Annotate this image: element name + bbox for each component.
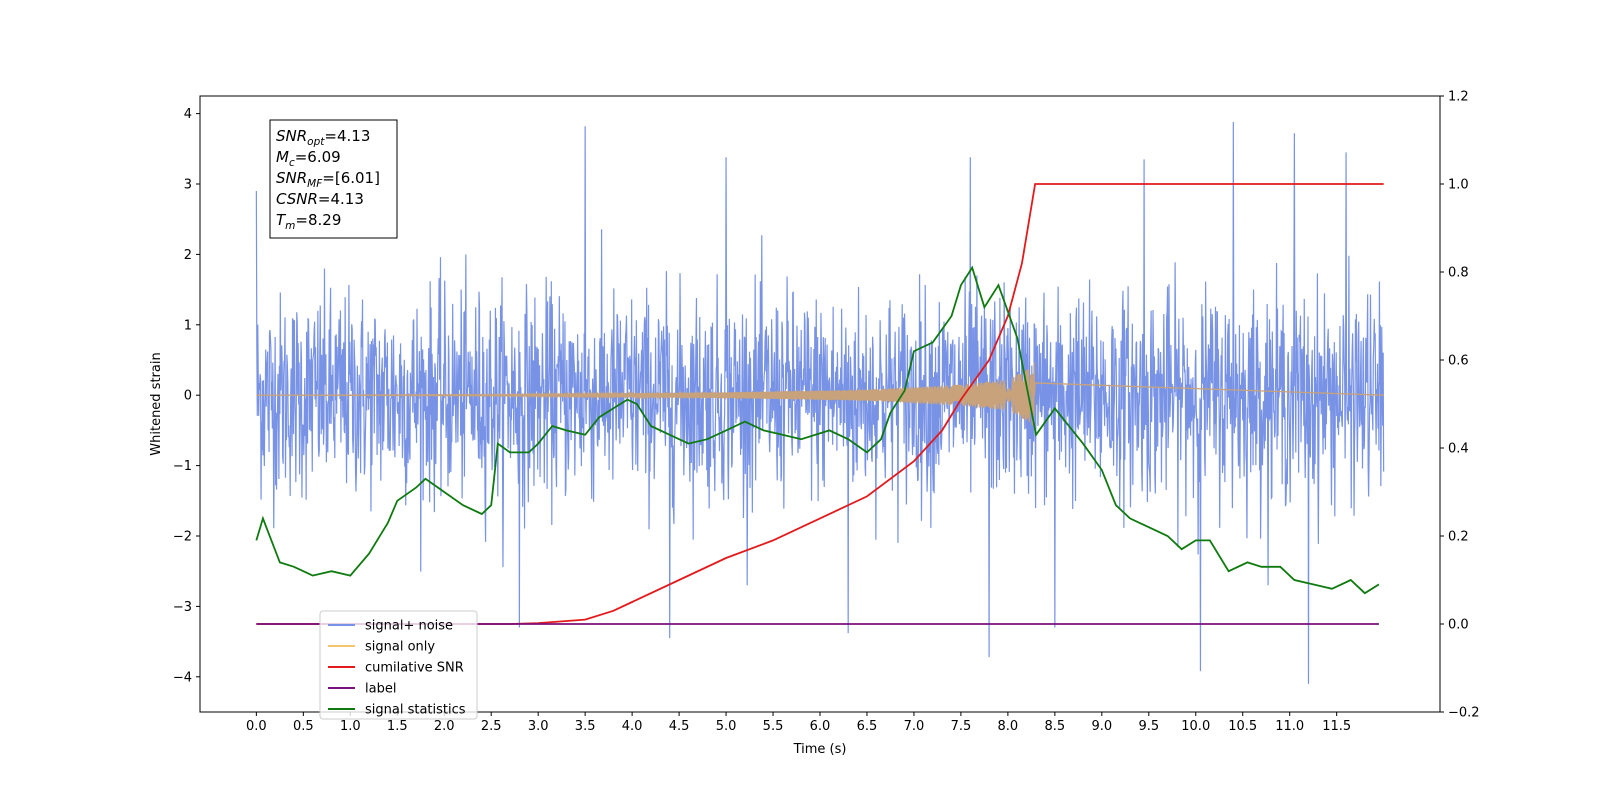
legend-label: signal+ noise: [365, 619, 453, 634]
y2-tick-label: 0.4: [1448, 442, 1469, 457]
x-tick-label: 4.5: [669, 719, 690, 734]
x-tick-label: 2.5: [481, 719, 502, 734]
annotation-line: Tm=8.29: [276, 211, 341, 232]
y2-tick-label: −0.2: [1448, 706, 1480, 721]
x-tick-label: 4.0: [622, 719, 643, 734]
x-tick-label: 0.5: [293, 719, 314, 734]
y2-axis: −0.2 0.0 0.2 0.4 0.6 0.8 1.0 1.2: [1440, 90, 1480, 721]
y-tick-label: −4: [173, 670, 192, 685]
y-tick-label: 0: [184, 389, 192, 404]
legend-label: signal only: [365, 640, 435, 655]
y-tick-label: 1: [184, 318, 192, 333]
y-tick-label: −3: [173, 600, 192, 615]
y-tick-label: 2: [184, 248, 192, 263]
y-tick-label: 3: [184, 178, 192, 193]
x-tick-label: 7.0: [904, 719, 925, 734]
x-axis: 0.0 0.5 1.0 1.5 2.0 2.5 3.0 3.5 4.0 4.5 5.0 5.5 6.0 6…: [246, 712, 1351, 734]
x-tick-label: 11.5: [1322, 719, 1351, 734]
x-tick-label: 3.5: [575, 719, 596, 734]
legend-frame: [319, 610, 478, 720]
x-tick-label: 8.0: [998, 719, 1019, 734]
x-tick-label: 9.5: [1138, 719, 1159, 734]
annotation-line: CSNR=4.13: [276, 190, 364, 208]
series-cumilative-snr-line: [256, 183, 1384, 625]
series-signal-only-line: [256, 362, 1384, 427]
x-tick-label: 9.0: [1091, 719, 1112, 734]
legend-label: cumilative SNR: [365, 661, 464, 676]
x-tick-label: 5.0: [716, 719, 737, 734]
annotation-line: SNRopt=4.13: [276, 127, 370, 148]
y2-tick-label: 0.6: [1448, 354, 1469, 369]
y-tick-label: −1: [173, 459, 192, 474]
annotation-frame: [269, 119, 398, 239]
x-tick-label: 6.0: [810, 719, 831, 734]
legend-label: signal statistics: [365, 703, 466, 718]
y-tick-label: −2: [173, 530, 192, 545]
x-tick-label: 0.0: [246, 719, 267, 734]
x-tick-label: 3.0: [528, 719, 549, 734]
x-tick-label: 5.5: [763, 719, 784, 734]
annotation-line: SNRMF=[6.01]: [276, 169, 380, 190]
x-tick-label: 1.5: [387, 719, 408, 734]
series-signal-noise-line: [255, 122, 1385, 684]
annotation-line: Mc=6.09: [276, 148, 341, 169]
y2-tick-label: 0.2: [1448, 530, 1469, 545]
y2-tick-label: 0.0: [1448, 618, 1469, 633]
y2-tick-label: 1.0: [1448, 178, 1469, 193]
x-tick-label: 11.0: [1275, 719, 1304, 734]
legend: signal+ noise signal only cumilative SNR la…: [319, 610, 478, 720]
x-tick-label: 10.0: [1181, 719, 1210, 734]
legend-label: label: [365, 682, 396, 697]
x-tick-label: 2.0: [434, 719, 455, 734]
x-tick-label: 10.5: [1228, 719, 1257, 734]
x-tick-label: 6.5: [857, 719, 878, 734]
x-axis-title: Time (s): [793, 742, 847, 757]
y-axis: −4 −3 −2 −1 0 1 2 3 4: [173, 107, 200, 685]
series-signal-statistics-line: [255, 265, 1380, 595]
x-tick-label: 8.5: [1045, 719, 1066, 734]
y2-tick-label: 1.2: [1448, 90, 1469, 105]
x-tick-label: 7.5: [951, 719, 972, 734]
y-axis-title: Whitened strain: [149, 352, 164, 455]
x-tick-label: 1.0: [340, 719, 361, 734]
y-tick-label: 4: [184, 107, 192, 122]
y2-tick-label: 0.8: [1448, 266, 1469, 281]
